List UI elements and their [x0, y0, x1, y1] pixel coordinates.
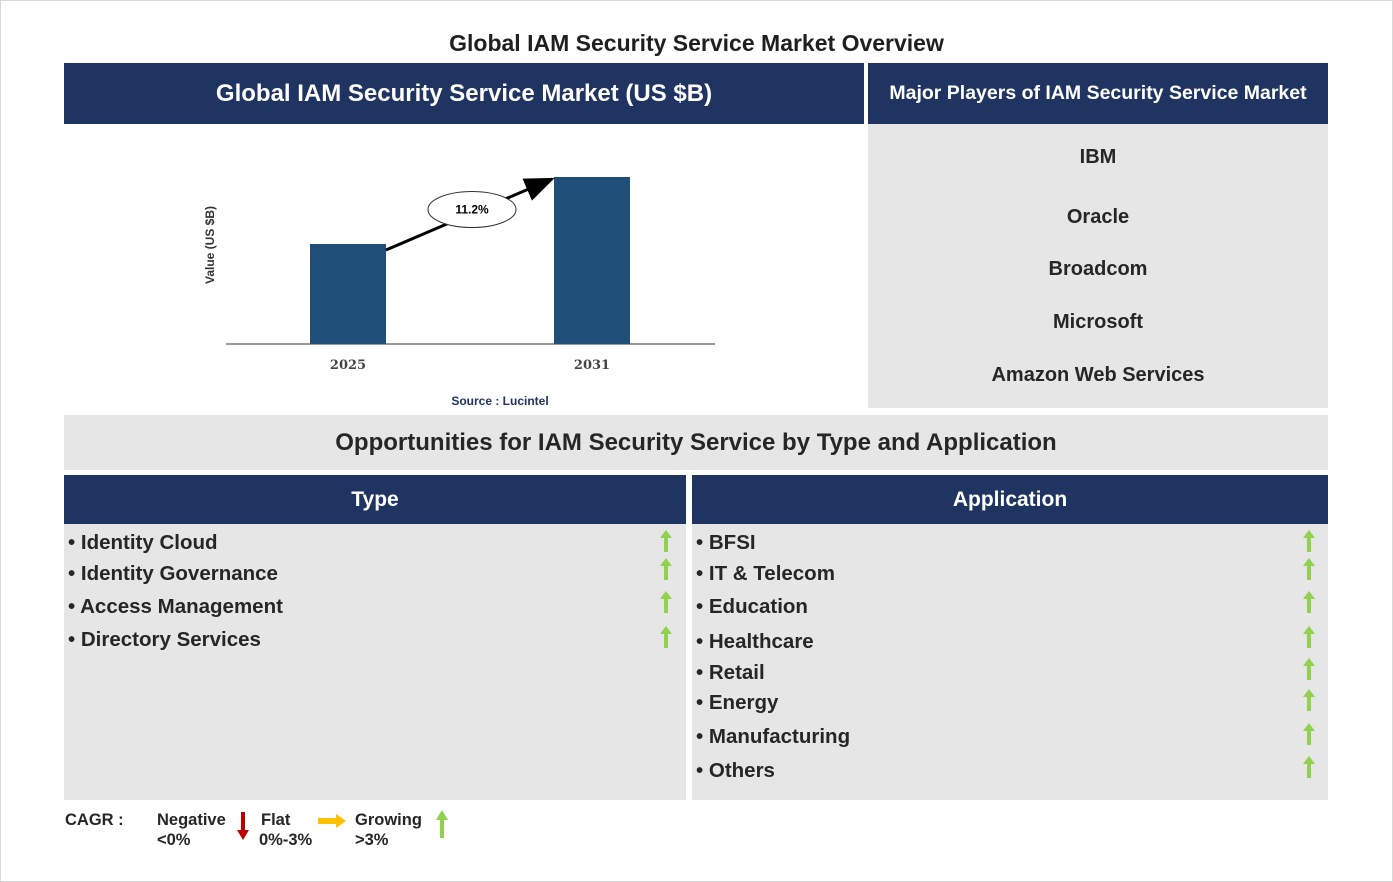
growth-up-arrow-icon — [660, 591, 672, 613]
player-item: Broadcom — [1048, 258, 1148, 280]
player-item: Microsoft — [1053, 311, 1143, 333]
growth-up-arrow-icon — [1303, 591, 1315, 613]
growth-up-arrow-icon — [1303, 530, 1315, 552]
type-item: • Identity Governance — [68, 562, 278, 585]
x-tick-label: 2031 — [574, 358, 610, 373]
x-tick-label: 2025 — [330, 358, 366, 373]
application-panel: • BFSI • IT & Telecom • Education • Heal… — [692, 524, 1328, 800]
cagr-label: 11.2% — [455, 203, 489, 217]
growth-up-arrow-icon — [660, 558, 672, 580]
application-item: • Energy — [696, 691, 779, 714]
type-panel: • Identity Cloud • Identity Governance •… — [64, 524, 686, 800]
application-item: • Retail — [696, 661, 765, 684]
bar-2031 — [554, 177, 630, 344]
cagr-bubble — [427, 191, 517, 228]
major-players-panel: IBM Oracle Broadcom Microsoft Amazon Web… — [868, 124, 1328, 408]
growth-up-arrow-icon — [660, 530, 672, 552]
y-axis-label: Value (US $B) — [203, 206, 217, 284]
growth-up-arrow-icon — [660, 626, 672, 648]
player-item: IBM — [1079, 146, 1117, 168]
opportunities-banner: Opportunities for IAM Security Service b… — [64, 415, 1328, 470]
type-item: • Directory Services — [68, 628, 261, 651]
application-item: • BFSI — [696, 531, 756, 554]
application-item: • Education — [696, 595, 808, 618]
growth-up-arrow-icon — [1303, 689, 1315, 711]
growth-up-arrow-icon — [1303, 756, 1315, 778]
market-chart: Value (US $B) 2025 2031 11.2% Source : Lu… — [64, 124, 864, 414]
application-item: • Others — [696, 759, 775, 782]
growth-up-arrow-icon — [1303, 723, 1315, 745]
player-item: Oracle — [1066, 206, 1130, 228]
player-item: Amazon Web Services — [991, 364, 1205, 386]
growth-up-arrow-icon — [1303, 626, 1315, 648]
bar-2025 — [310, 244, 386, 344]
market-size-header: Global IAM Security Service Market (US $… — [64, 63, 864, 124]
bar-chart-svg: Value (US $B) 2025 2031 11.2% Source : Lu… — [203, 177, 715, 408]
major-players-header: Major Players of IAM Security Service Ma… — [868, 63, 1328, 124]
type-item: • Identity Cloud — [68, 531, 218, 554]
source-note: Source : Lucintel — [451, 394, 548, 408]
growth-up-arrow-icon — [1303, 658, 1315, 680]
application-item: • IT & Telecom — [696, 562, 835, 585]
application-header: Application — [692, 475, 1328, 524]
application-item: • Healthcare — [696, 630, 814, 653]
type-header: Type — [64, 475, 686, 524]
growth-up-arrow-icon — [1303, 558, 1315, 580]
page-title: Global IAM Security Service Market Overv… — [449, 30, 944, 56]
application-item: • Manufacturing — [696, 725, 851, 748]
type-item: • Access Management — [68, 595, 283, 618]
